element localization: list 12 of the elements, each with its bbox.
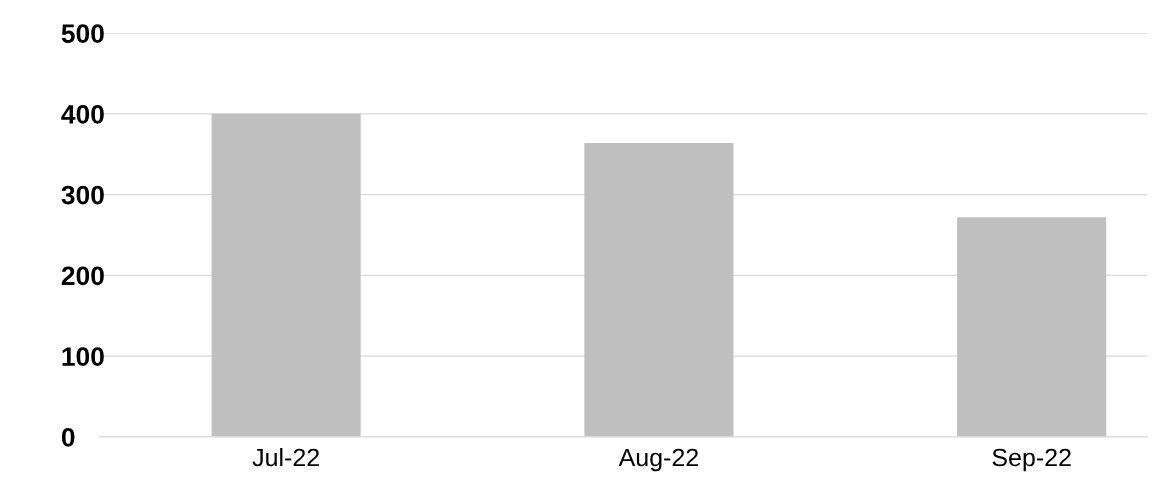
y-tick-label: 100 xyxy=(62,347,104,366)
y-tick-label: 200 xyxy=(61,266,104,286)
bar xyxy=(211,113,361,437)
y-tick-label: 0 xyxy=(61,428,75,447)
x-tick-label: Aug-22 xyxy=(618,448,698,472)
y-tick-label: 500 xyxy=(61,24,104,43)
bar xyxy=(957,217,1107,437)
x-tick-label: Jul-22 xyxy=(252,447,319,467)
y-tick-label: 300 xyxy=(61,185,104,205)
y-tick-label: 400 xyxy=(61,104,104,124)
bar xyxy=(584,142,734,437)
x-tick-label: Sep-22 xyxy=(992,448,1071,472)
